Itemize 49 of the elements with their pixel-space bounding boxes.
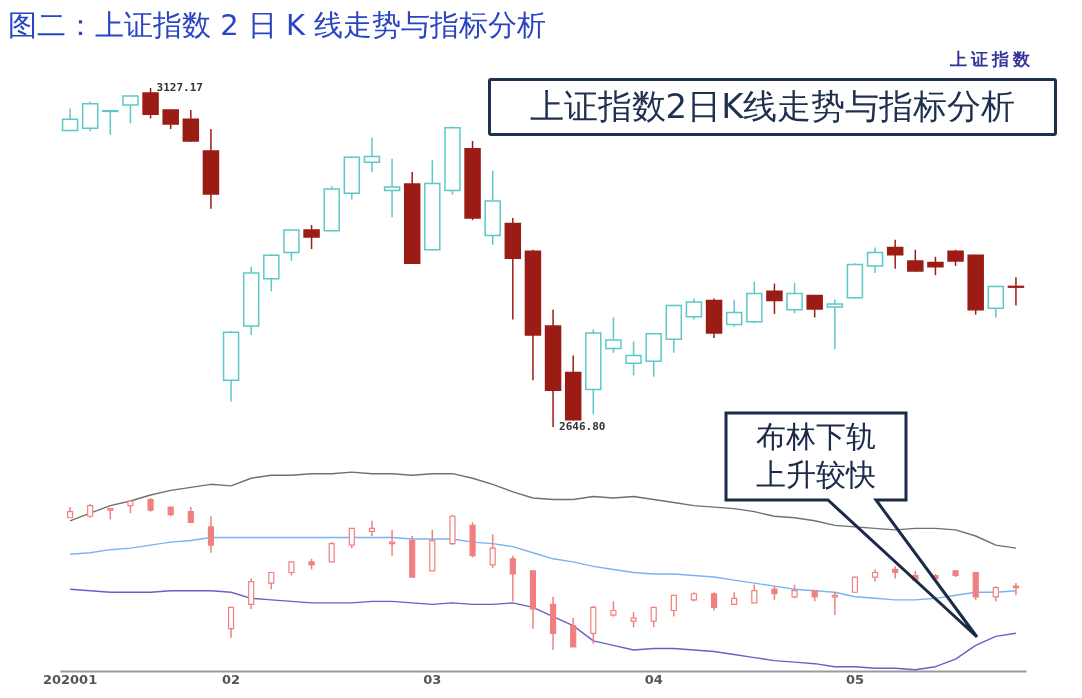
x-tick-label: 03 — [423, 671, 442, 687]
candlestick — [1007, 276, 1025, 307]
candlestick — [786, 282, 803, 314]
x-tick-label: 05 — [845, 671, 864, 687]
candlestick — [927, 256, 944, 276]
x-tick-label: 04 — [644, 671, 663, 687]
candlestick — [751, 583, 758, 604]
annotation: 3127.17 — [156, 81, 203, 94]
candlestick — [489, 533, 496, 569]
candlestick — [182, 109, 200, 143]
candlestick — [670, 594, 677, 618]
candlestick — [248, 577, 255, 610]
candlestick — [368, 520, 376, 537]
candlestick — [122, 94, 139, 125]
candlestick — [892, 565, 899, 580]
candlestick — [509, 555, 516, 603]
candlestick — [650, 606, 657, 628]
candlestick — [227, 606, 235, 639]
candlestick — [383, 157, 401, 219]
x-tick-label: 202001 — [42, 671, 98, 687]
candlestick — [685, 297, 703, 321]
annotation: 布林下轨上升较快 — [755, 418, 877, 494]
candlestick — [162, 108, 179, 130]
chart-title: 图二：上证指数 2 日 K 线走势与指标分析 — [8, 7, 547, 44]
x-tick-label: 02 — [222, 671, 241, 687]
candlestick — [207, 515, 215, 554]
annotation: 2646.80 — [559, 420, 606, 433]
candlestick — [710, 591, 718, 612]
candlestick — [570, 617, 577, 648]
candlestick — [625, 340, 642, 377]
candlestick — [605, 316, 622, 354]
candlestick — [388, 529, 396, 557]
candlestick — [886, 239, 904, 270]
candlestick — [866, 246, 884, 274]
candlestick — [328, 541, 335, 563]
candlestick — [363, 136, 381, 173]
candlestick — [907, 248, 924, 273]
candlestick — [987, 284, 1005, 319]
annotation: 上证指数2日K线走势与指标分析 — [488, 78, 1057, 136]
candlestick — [142, 87, 159, 120]
candlestick — [766, 282, 783, 315]
candlestick — [283, 229, 300, 262]
candlestick — [725, 299, 743, 328]
candlestick — [263, 253, 280, 293]
candlestick — [303, 224, 320, 250]
candlestick — [826, 298, 844, 350]
candlestick — [348, 527, 355, 549]
text: 上证指数 — [950, 48, 1034, 71]
candlestick — [102, 109, 119, 136]
